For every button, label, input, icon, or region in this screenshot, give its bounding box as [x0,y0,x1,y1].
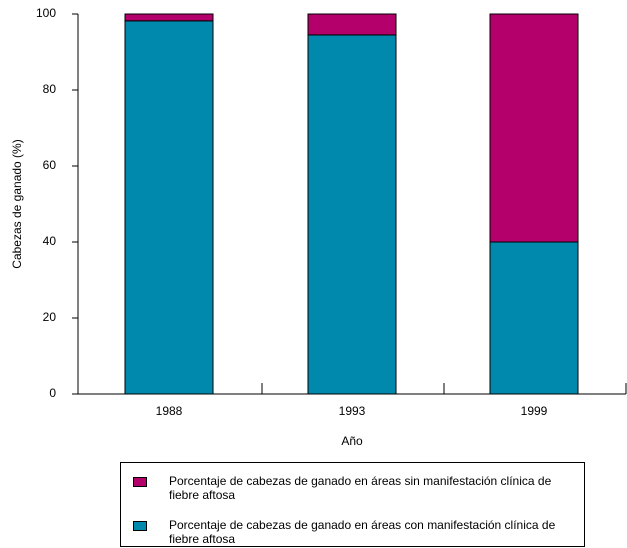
x-tick-label: 1993 [339,404,366,418]
x-axis-label: Año [341,434,363,448]
bar-segment [489,13,579,243]
legend-label: Porcentaje de cabezas de ganado en áreas… [169,474,552,502]
x-tick-label: 1999 [521,404,548,418]
bar-segment [489,241,579,395]
bar-segment [307,34,397,395]
y-tick-label: 20 [43,310,57,324]
y-tick-label: 0 [49,386,56,400]
legend-swatch [133,477,147,487]
y-tick-label: 60 [43,158,57,172]
legend-swatch [133,521,147,531]
bar-segment [124,20,214,395]
bar-segment [307,13,397,36]
y-axis-label: Cabezas de ganado (%) [10,139,24,268]
y-tick-label: 80 [43,82,57,96]
chart: Año Cabezas de ganado (%) 0 20 40 60 80 100 19… [10,6,627,448]
legend-label: Porcentaje de cabezas de ganado en áreas… [169,518,556,546]
bar-segment [124,13,214,22]
x-tick-label: 1988 [156,404,183,418]
y-tick-label: 100 [36,6,56,20]
y-tick-label: 40 [43,234,57,248]
legend: Porcentaje de cabezas de ganado en áreas… [120,462,585,547]
